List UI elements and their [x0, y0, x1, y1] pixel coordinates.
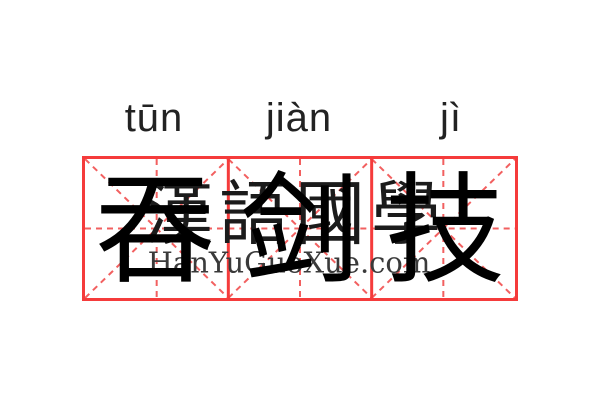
- hanzi-char-3: 技: [385, 162, 505, 301]
- watermark-cjk: 漢語國學: [143, 173, 447, 255]
- grid-guide-lines: [85, 159, 515, 298]
- hanzi-char-2: 剑: [240, 162, 360, 301]
- pinyin-row: tūn jiàn jì: [0, 96, 600, 140]
- pinyin-syllable-2: jiàn: [265, 96, 333, 140]
- pinyin-syllable-3: jì: [440, 96, 462, 140]
- pinyin-syllable-1: tūn: [124, 96, 184, 140]
- hanzi-char-1: 吞: [95, 162, 215, 301]
- mi-zi-ge-grid: [82, 156, 518, 301]
- watermark-site-url: HanYuGuoXue.com: [147, 245, 431, 280]
